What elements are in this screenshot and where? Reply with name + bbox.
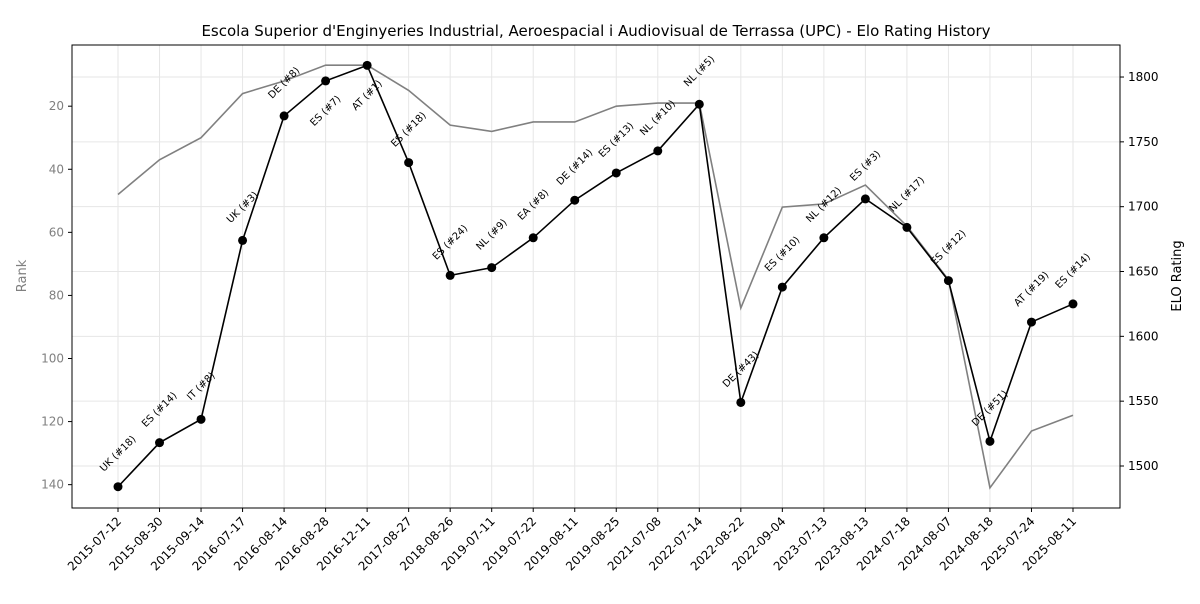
right-y-tick-label: 1550 xyxy=(1128,394,1159,408)
elo-point xyxy=(1026,317,1036,327)
elo-point xyxy=(611,168,621,178)
elo-point xyxy=(570,195,580,205)
right-y-tick-label: 1700 xyxy=(1128,200,1159,214)
left-y-tick-label: 20 xyxy=(49,99,64,113)
elo-point xyxy=(860,194,870,204)
left-y-tick-label: 120 xyxy=(41,415,64,429)
series-layer: UK (#18)ES (#14)IT (#8)UK (#3)DE (#8)ES … xyxy=(98,54,1093,492)
rank-line xyxy=(117,64,1074,490)
elo-point xyxy=(445,270,455,280)
elo-point xyxy=(362,60,372,70)
right-y-tick-label: 1500 xyxy=(1128,459,1159,473)
right-y-tick-label: 1750 xyxy=(1128,135,1159,149)
elo-point xyxy=(736,397,746,407)
elo-point xyxy=(902,222,912,232)
elo-point xyxy=(1068,299,1078,309)
right-y-tick-label: 1800 xyxy=(1128,70,1159,84)
elo-point xyxy=(528,233,538,243)
elo-point xyxy=(196,414,206,424)
elo-point xyxy=(321,76,331,86)
left-y-tick-label: 100 xyxy=(41,352,64,366)
left-y-tick-label: 60 xyxy=(49,225,64,239)
chart-title: Escola Superior d'Enginyeries Industrial… xyxy=(201,22,990,40)
right-y-tick-label: 1600 xyxy=(1128,329,1159,343)
elo-point xyxy=(487,263,497,273)
elo-point xyxy=(777,282,787,292)
elo-point xyxy=(279,111,289,121)
elo-point xyxy=(113,482,123,492)
elo-point xyxy=(653,146,663,156)
axes: 2015-07-122015-08-302015-09-142016-07-17… xyxy=(41,70,1158,573)
elo-point xyxy=(404,158,414,168)
right-axis-label: ELO Rating xyxy=(1170,240,1185,311)
left-y-tick-label: 80 xyxy=(49,288,64,302)
left-y-tick-label: 40 xyxy=(49,162,64,176)
elo-point xyxy=(238,235,248,245)
elo-line xyxy=(117,64,1074,488)
right-y-tick-label: 1650 xyxy=(1128,265,1159,279)
left-y-tick-label: 140 xyxy=(41,478,64,492)
elo-point xyxy=(943,276,953,286)
elo-point xyxy=(694,99,704,109)
elo-point xyxy=(985,436,995,446)
elo-point xyxy=(155,438,165,448)
plot-frame xyxy=(71,44,1121,509)
elo-point xyxy=(819,233,829,243)
left-axis-label: Rank xyxy=(15,259,30,292)
